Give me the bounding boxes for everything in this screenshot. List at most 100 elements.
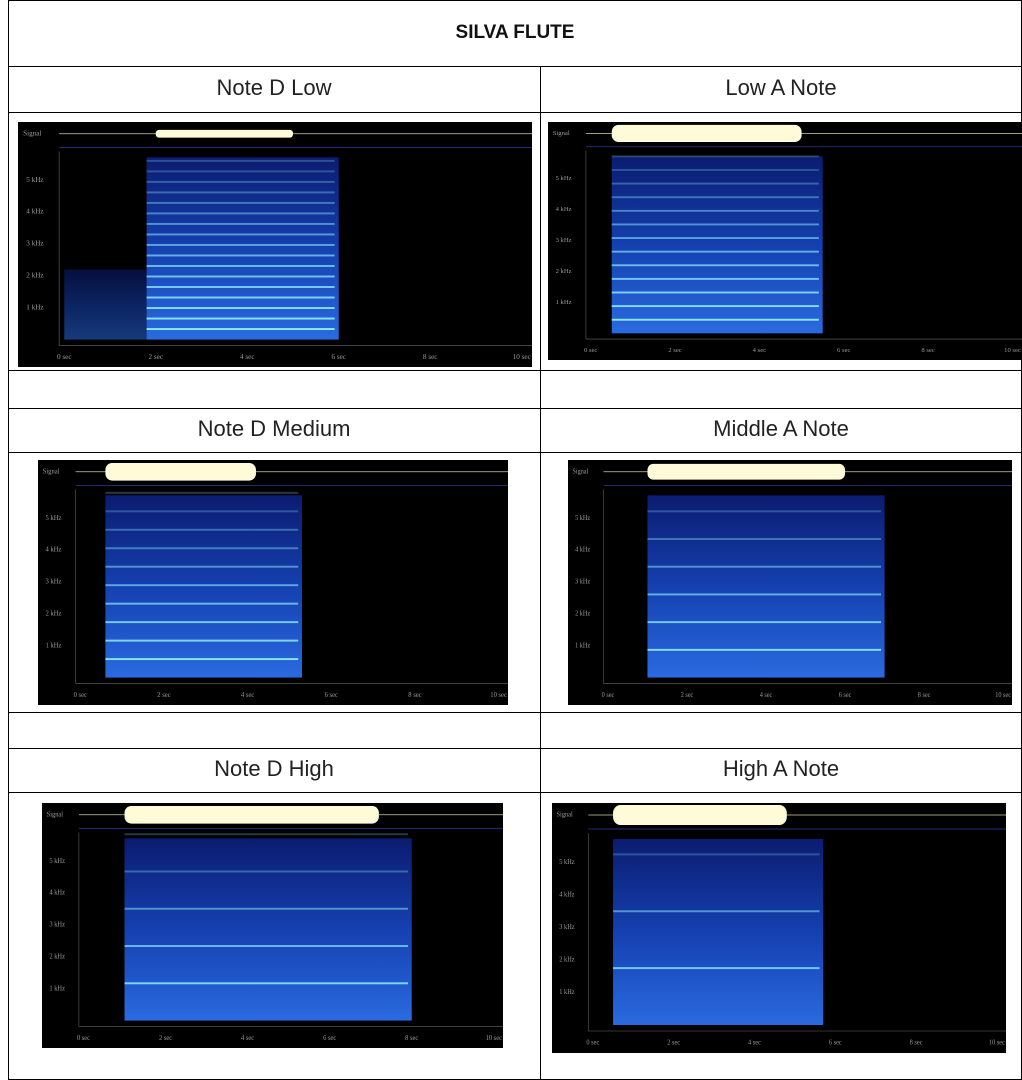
cell-header: Note D Low xyxy=(217,75,332,100)
time-label: 10 sec xyxy=(490,692,507,699)
time-label: 2 sec xyxy=(667,1039,680,1046)
time-label: 6 sec xyxy=(323,1035,336,1042)
cell-header: Low A Note xyxy=(725,75,836,100)
frequency-label: 2 kHz xyxy=(49,953,65,960)
harmonic-line xyxy=(105,528,299,531)
time-label: 8 sec xyxy=(918,692,931,699)
time-label: 4 sec xyxy=(748,1039,761,1046)
harmonic-line xyxy=(611,169,819,171)
time-label: 10 sec xyxy=(513,353,531,361)
time-label: 8 sec xyxy=(910,1039,923,1046)
harmonic-line xyxy=(611,318,819,321)
time-label: 6 sec xyxy=(331,353,346,361)
harmonic-line xyxy=(146,233,335,236)
frequency-label: 4 kHz xyxy=(46,547,62,554)
time-label: 6 sec xyxy=(837,347,850,354)
harmonic-line xyxy=(647,593,882,596)
harmonic-line xyxy=(146,254,335,257)
signal-envelope xyxy=(611,124,802,142)
harmonic-line xyxy=(611,291,819,294)
harmonic-line xyxy=(105,602,299,605)
harmonic-line xyxy=(146,201,335,204)
harmonic-line xyxy=(611,182,819,185)
time-label: 0 sec xyxy=(77,1035,90,1042)
spectrogram-image: Signal 5 kHz 4 kHz 3 kHz 2 kHz 1 kHz 0 sec 2 se… xyxy=(42,803,503,1048)
harmonic-line xyxy=(146,191,335,194)
signal-label: Signal xyxy=(553,130,570,137)
frequency-label: 1 kHz xyxy=(26,303,43,311)
spectrogram-image: Signal 5 kHz 4 kHz 3 kHz 2 kHz 1 kHz 0 sec 2 se… xyxy=(552,803,1006,1053)
harmonic-line xyxy=(146,212,335,215)
harmonic-line xyxy=(611,305,819,308)
harmonic-line xyxy=(146,180,335,183)
time-label: 6 sec xyxy=(325,692,338,699)
frequency-label: 1 kHz xyxy=(559,989,574,996)
signal-label: Signal xyxy=(557,811,573,818)
harmonic-line xyxy=(146,317,335,320)
frequency-label: 5 kHz xyxy=(46,515,62,522)
frequency-label: 3 kHz xyxy=(26,240,43,248)
note-region xyxy=(124,838,412,1021)
harmonic-line xyxy=(611,237,819,240)
frequency-label: 3 kHz xyxy=(46,578,62,585)
harmonic-line xyxy=(124,833,409,836)
frequency-label: 2 kHz xyxy=(556,268,572,275)
signal-label: Signal xyxy=(43,468,60,475)
harmonic-line xyxy=(105,639,299,642)
frequency-label: 4 kHz xyxy=(556,206,572,213)
time-label: 4 sec xyxy=(240,353,255,361)
frequency-label: 1 kHz xyxy=(46,642,62,649)
harmonic-line xyxy=(105,510,299,513)
frequency-label: 1 kHz xyxy=(556,299,572,306)
harmonic-line xyxy=(611,264,819,267)
note-region xyxy=(146,157,339,340)
harmonic-line xyxy=(611,277,819,280)
cell-header: Note D Medium xyxy=(198,416,351,441)
cell-header: Middle A Note xyxy=(713,416,849,441)
frequency-label: 1 kHz xyxy=(49,985,65,992)
frequency-label: 5 kHz xyxy=(556,175,572,182)
time-label: 0 sec xyxy=(57,353,72,361)
harmonic-line xyxy=(611,209,819,212)
time-label: 10 sec xyxy=(1004,347,1021,354)
time-label: 0 sec xyxy=(74,692,87,699)
note-region xyxy=(613,839,824,1025)
harmonic-line xyxy=(124,945,409,948)
time-label: 2 sec xyxy=(681,692,694,699)
harmonic-line xyxy=(647,565,882,568)
time-label: 4 sec xyxy=(753,347,766,354)
spectrogram-image: Signal 5 kHz 4 kHz 3 kHz 2 kHz 1 kHz 0 sec 2 se… xyxy=(38,460,508,705)
time-label: 2 sec xyxy=(148,353,163,361)
harmonic-line xyxy=(146,159,335,162)
harmonic-line xyxy=(146,170,335,173)
harmonic-line xyxy=(105,491,299,494)
harmonic-line xyxy=(146,265,335,267)
harmonic-line xyxy=(611,196,819,199)
signal-envelope xyxy=(613,805,787,825)
time-label: 10 sec xyxy=(486,1035,502,1042)
time-label: 0 sec xyxy=(584,347,597,354)
frequency-label: 4 kHz xyxy=(575,546,590,553)
harmonic-line xyxy=(647,648,882,651)
frequency-label: 3 kHz xyxy=(49,921,65,928)
harmonic-line xyxy=(647,621,882,624)
frequency-label: 4 kHz xyxy=(26,208,43,216)
time-label: 2 sec xyxy=(157,692,170,699)
harmonic-line xyxy=(647,538,882,540)
cell-header: Note D High xyxy=(214,756,334,781)
table-title: SILVA FLUTE xyxy=(456,22,575,43)
frequency-label: 4 kHz xyxy=(49,890,65,897)
frequency-label: 5 kHz xyxy=(26,176,43,184)
signal-label: Signal xyxy=(47,811,64,818)
frequency-label: 5 kHz xyxy=(49,858,65,865)
harmonic-line xyxy=(146,328,335,331)
harmonic-line xyxy=(105,621,299,624)
frequency-label: 5 kHz xyxy=(559,859,574,866)
time-label: 8 sec xyxy=(408,692,421,699)
signal-envelope xyxy=(124,805,379,824)
frequency-label: 4 kHz xyxy=(559,891,574,898)
note-region xyxy=(105,495,302,678)
harmonic-line xyxy=(146,296,335,299)
frequency-label: 2 kHz xyxy=(26,272,43,280)
spectrogram-image: Signal 5 kHz 4 kHz 3 kHz 2 kHz 1 kHz 0 sec 2 se… xyxy=(568,460,1012,705)
